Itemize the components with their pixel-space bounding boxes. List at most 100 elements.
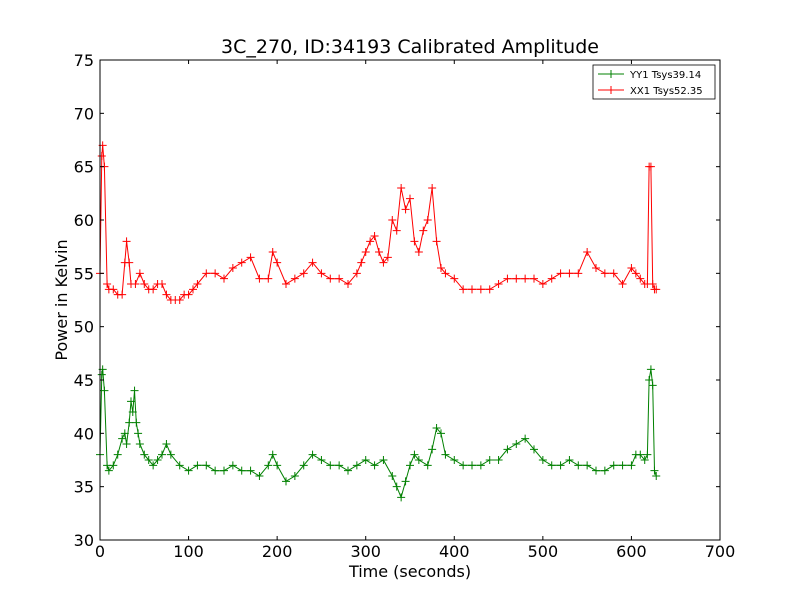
- data-point: [158, 280, 166, 288]
- y-tick-label: 50: [74, 318, 94, 337]
- data-point: [290, 472, 299, 480]
- data-point: [264, 274, 273, 283]
- data-point: [282, 477, 290, 486]
- y-tick-label: 35: [74, 478, 94, 497]
- data-point: [609, 269, 618, 278]
- data-point: [428, 184, 437, 192]
- data-point: [135, 269, 144, 278]
- y-tick-label: 65: [74, 158, 94, 177]
- data-point: [450, 456, 459, 464]
- data-point: [459, 285, 468, 294]
- data-point: [583, 248, 592, 256]
- data-point: [344, 280, 352, 288]
- legend-marker: [607, 70, 615, 78]
- data-point: [652, 285, 661, 294]
- data-point: [397, 493, 406, 502]
- data-point: [290, 274, 299, 283]
- data-point: [255, 274, 264, 283]
- data-point: [100, 386, 109, 395]
- data-point: [652, 472, 661, 480]
- data-point: [130, 386, 139, 395]
- data-point: [441, 450, 450, 459]
- data-point: [153, 456, 162, 464]
- data-point: [273, 258, 282, 267]
- data-point: [512, 274, 521, 283]
- data-point: [335, 274, 344, 283]
- data-point: [299, 461, 308, 470]
- data-point: [406, 461, 414, 470]
- data-point: [388, 472, 397, 480]
- data-point: [149, 285, 158, 294]
- data-point: [268, 248, 277, 256]
- data-point: [97, 370, 106, 379]
- data-point: [410, 237, 419, 246]
- data-point: [109, 285, 118, 294]
- x-tick-label: 400: [439, 542, 470, 561]
- data-point: [131, 280, 140, 288]
- data-point: [437, 429, 445, 438]
- data-point: [149, 461, 158, 470]
- y-tick-label: 60: [74, 211, 94, 230]
- data-point: [648, 381, 657, 390]
- data-point: [414, 456, 423, 464]
- data-point: [494, 456, 503, 464]
- data-point: [574, 269, 583, 278]
- data-point: [344, 466, 352, 475]
- data-point: [184, 466, 193, 475]
- data-point: [127, 397, 135, 406]
- data-point: [556, 461, 565, 470]
- data-point: [299, 269, 308, 278]
- data-point: [220, 274, 228, 283]
- data-point: [140, 280, 149, 288]
- data-point: [592, 466, 600, 475]
- y-tick-label: 75: [74, 51, 94, 70]
- data-point: [308, 258, 317, 267]
- data-point: [361, 248, 370, 256]
- data-point: [189, 285, 197, 294]
- data-point: [109, 461, 118, 470]
- data-point: [118, 290, 127, 299]
- data-point: [423, 216, 432, 224]
- data-point: [428, 445, 437, 454]
- data-point: [132, 418, 141, 427]
- data-point: [401, 205, 410, 214]
- legend-label: YY1 Tsys39.14: [629, 70, 701, 81]
- data-point: [565, 456, 574, 464]
- data-point: [193, 461, 202, 470]
- data-point: [228, 461, 237, 470]
- data-point: [220, 466, 228, 475]
- chart-title: 3C_270, ID:34193 Calibrated Amplitude: [221, 36, 599, 58]
- data-point: [379, 258, 388, 267]
- x-tick-label: 300: [350, 542, 381, 561]
- data-point: [609, 461, 618, 470]
- data-point: [565, 269, 574, 278]
- series-layer: [96, 141, 661, 502]
- tick-layer: 0 100 200 300 400 500 600 700 30 35 40 45 50 55 60 65 70…: [74, 51, 736, 561]
- data-point: [432, 424, 441, 432]
- data-point: [397, 184, 406, 192]
- x-tick-label: 700: [705, 542, 736, 561]
- data-point: [255, 472, 264, 480]
- data-point: [246, 253, 255, 262]
- data-point: [476, 461, 485, 470]
- data-point: [441, 269, 450, 278]
- x-tick-label: 200: [262, 542, 293, 561]
- data-point: [512, 440, 521, 448]
- data-point: [308, 450, 317, 459]
- data-point: [423, 461, 432, 470]
- y-tick-label: 70: [74, 104, 94, 123]
- plot-area: [100, 60, 720, 540]
- data-point: [631, 269, 640, 278]
- data-point: [459, 461, 468, 470]
- data-point: [128, 408, 137, 416]
- data-point: [104, 466, 113, 475]
- data-point: [273, 461, 282, 470]
- x-axis-title: Time (seconds): [348, 562, 471, 581]
- y-tick-label: 55: [74, 264, 94, 283]
- series-1: [96, 141, 661, 304]
- data-point: [317, 456, 326, 464]
- data-point: [392, 482, 401, 491]
- legend: YY1 Tsys39.14 XX1 Tsys52.35: [592, 64, 716, 100]
- data-point: [144, 456, 153, 464]
- data-point: [538, 456, 547, 464]
